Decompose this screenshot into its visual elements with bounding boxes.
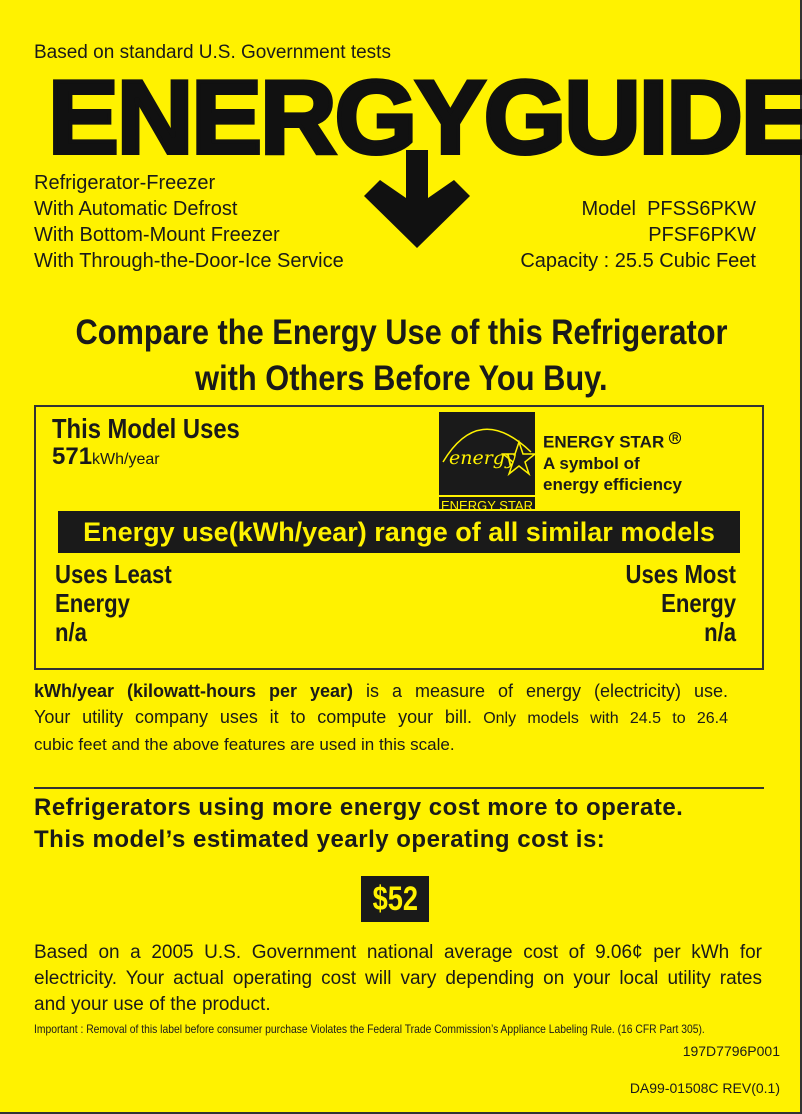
- energy-star-text: ENERGY STAR R A symbol of energy efficie…: [543, 432, 682, 494]
- arrow-down-icon: [364, 150, 470, 248]
- feature: With Bottom-Mount Freezer: [34, 224, 280, 246]
- divider: [34, 787, 764, 789]
- registered-mark: R: [668, 432, 682, 444]
- cost-heading: Refrigerators using more energy cost mor…: [34, 794, 684, 853]
- model-number: PFSS6PKW: [647, 198, 756, 220]
- uses-least: Uses Least Energy n/a: [55, 559, 172, 647]
- tagline: Based on standard U.S. Government tests: [34, 42, 391, 63]
- svg-text:energy: energy: [449, 447, 516, 469]
- range-title-bar: Energy use(kWh/year) range of all simila…: [58, 511, 740, 553]
- es-line: energy efficiency: [543, 474, 682, 494]
- feature: With Automatic Defrost: [34, 198, 238, 220]
- features-list: Refrigerator-Freezer With Automatic Defr…: [34, 170, 344, 274]
- capacity: Capacity : 25.5 Cubic Feet: [520, 250, 756, 272]
- usage-box: [34, 405, 764, 670]
- kwh-unit: kWh/year: [92, 451, 160, 468]
- feature: With Through-the-Door-Ice Service: [34, 250, 344, 272]
- kwh-value: 571: [52, 443, 93, 470]
- uses-most: Uses Most Energy n/a: [625, 559, 736, 647]
- energy-star-icon: energy: [442, 428, 538, 477]
- model-uses-value: 571kWh/year: [52, 443, 160, 471]
- operating-cost: $52: [361, 876, 429, 922]
- logo-caption: ENERGY STAR: [439, 495, 535, 515]
- model-uses-title: This Model Uses: [52, 413, 240, 444]
- headline-line: Compare the Energy Use of this Refrigera…: [74, 313, 728, 352]
- model-label: Model: [581, 198, 636, 220]
- model-number: PFSF6PKW: [648, 224, 756, 246]
- revision-code: DA99-01508C REV(0.1): [629, 1080, 780, 1096]
- cost-note: Based on a 2005 U.S. Government national…: [34, 942, 762, 1015]
- part-code: 197D7796P001: [682, 1043, 780, 1059]
- feature: Refrigerator-Freezer: [34, 172, 216, 194]
- energy-star-logo: energy ENERGY STAR: [439, 412, 538, 513]
- explanation: kWh/year (kilowatt-hours per year) is a …: [34, 681, 728, 754]
- model-info: Model PFSS6PKW PFSF6PKW Capacity : 25.5 …: [520, 196, 756, 274]
- important-notice: Important : Removal of this label before…: [34, 1022, 705, 1036]
- headline: Compare the Energy Use of this Refrigera…: [0, 310, 802, 402]
- es-line: A symbol of: [543, 453, 640, 473]
- headline-line: with Others Before You Buy.: [194, 359, 608, 398]
